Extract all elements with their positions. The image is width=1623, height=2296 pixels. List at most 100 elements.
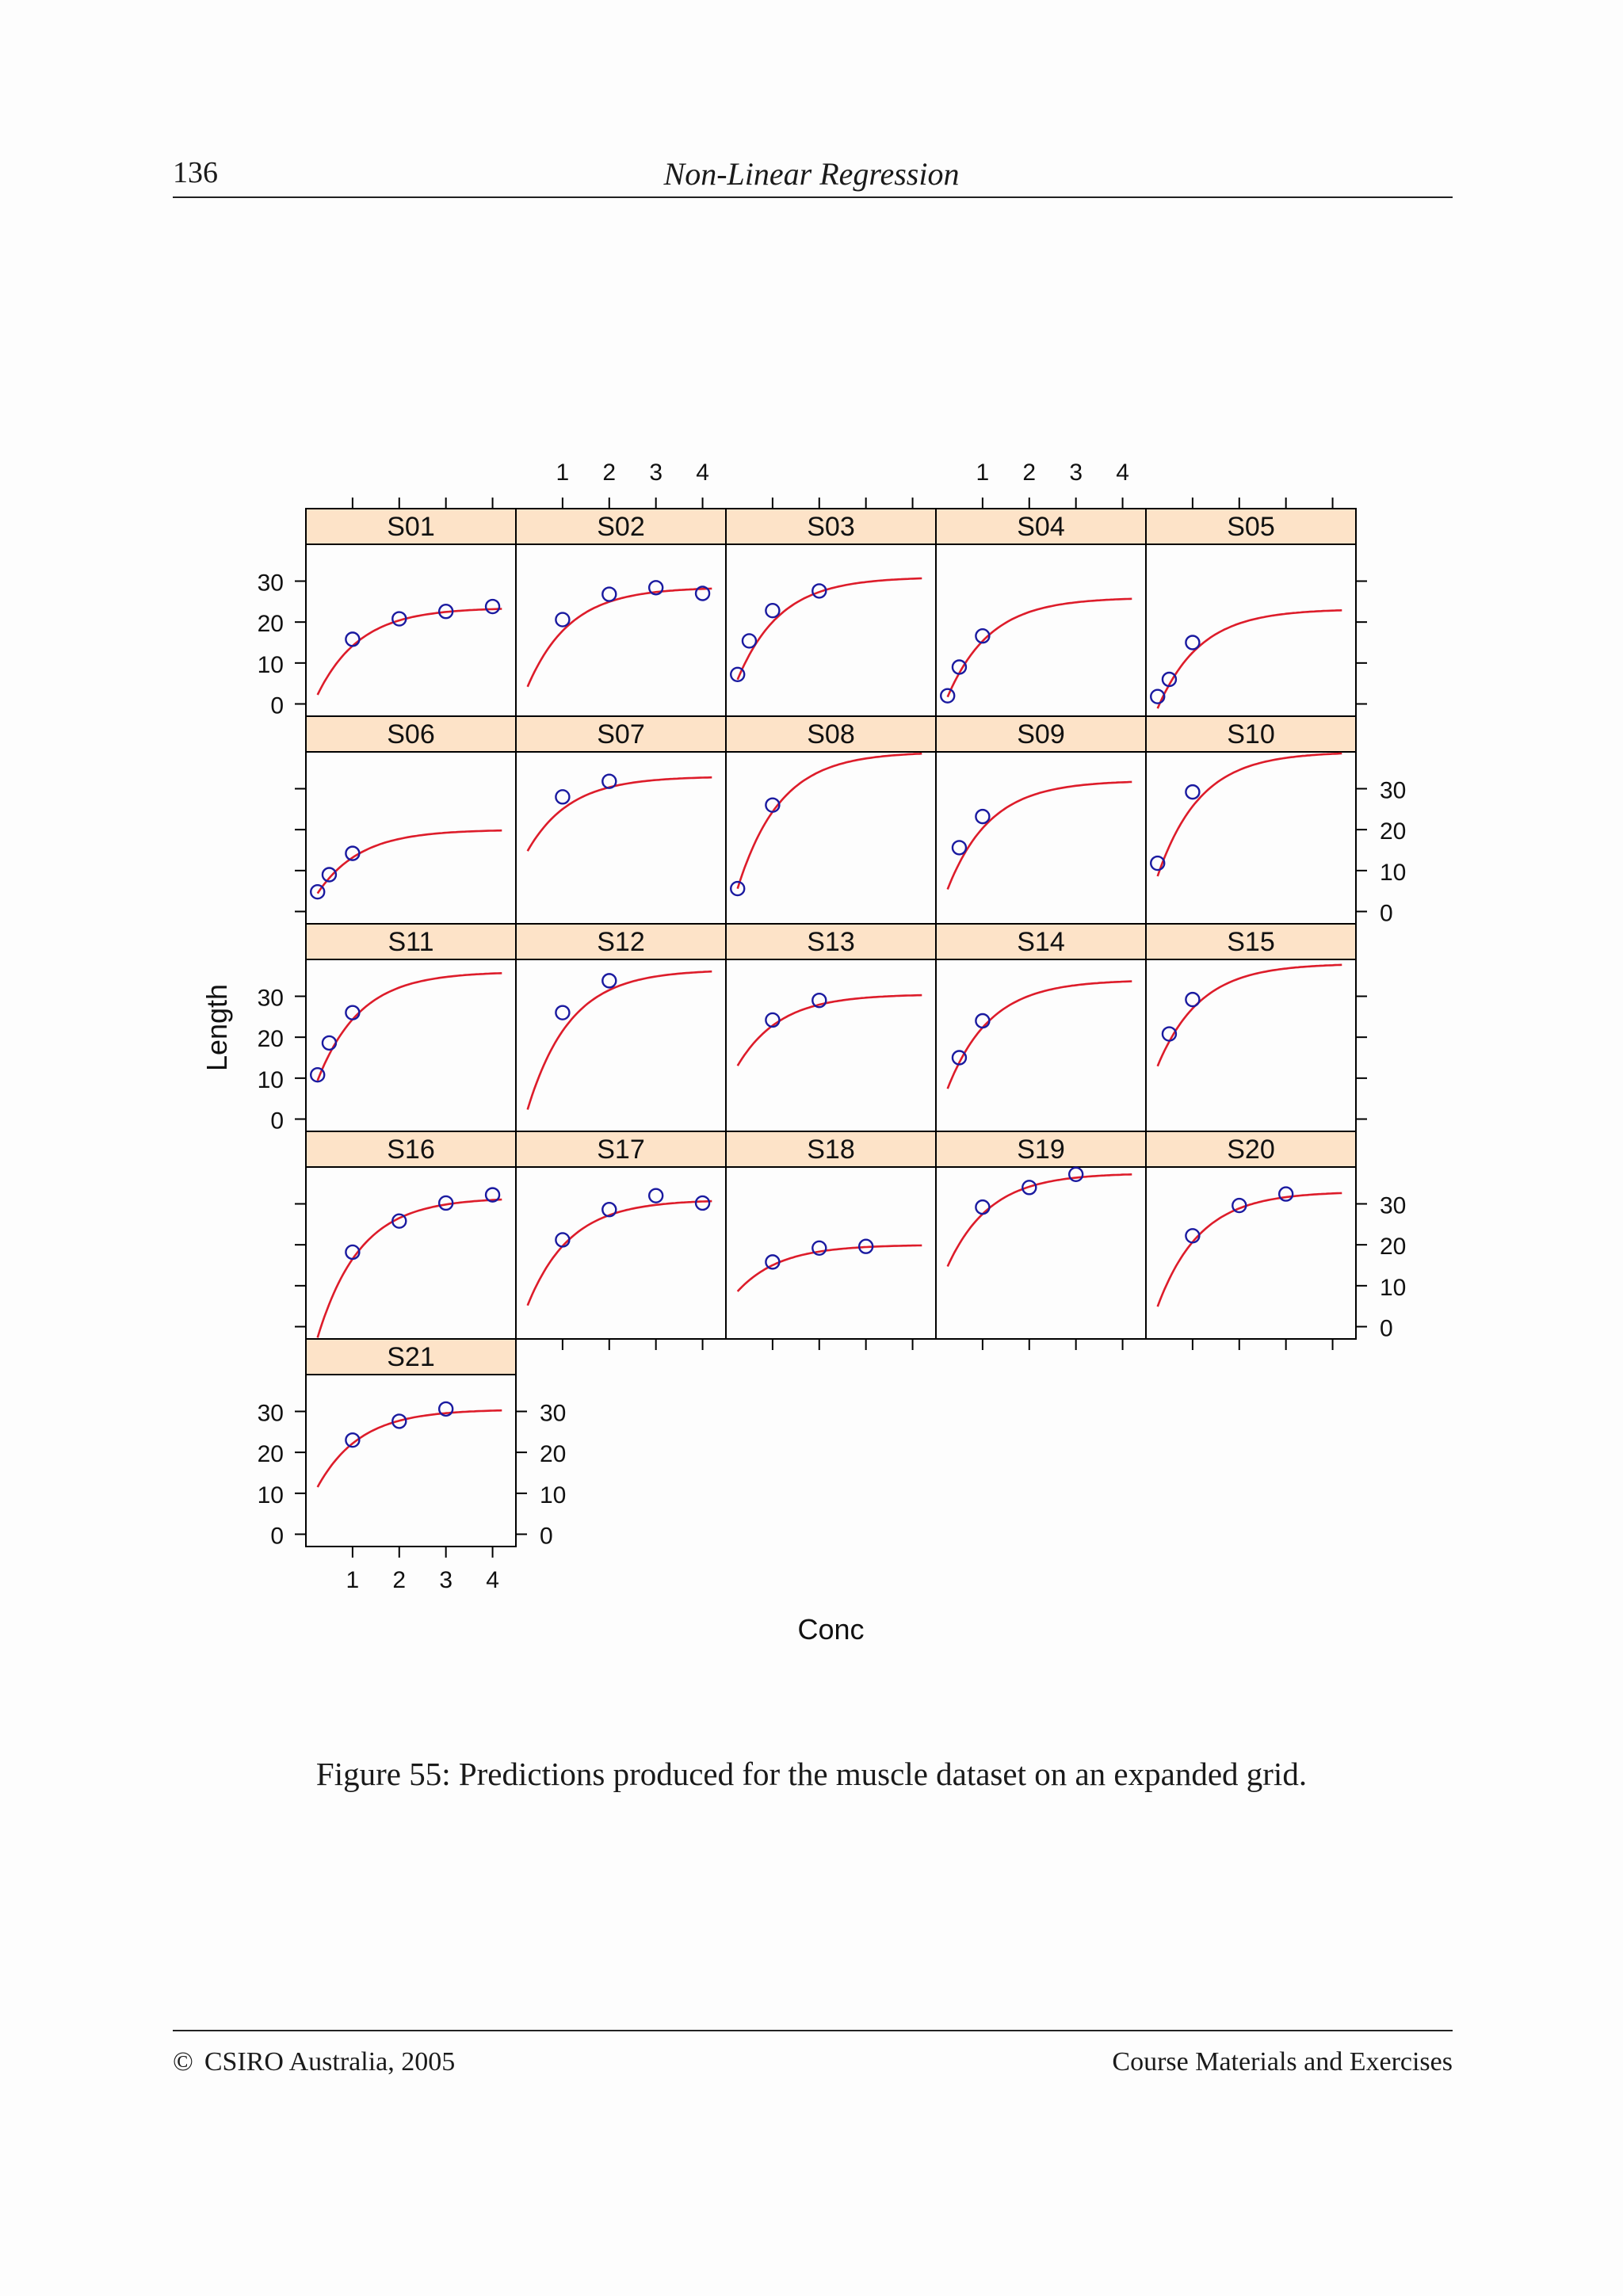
panel-s17: S17	[515, 1131, 727, 1340]
data-point	[741, 633, 758, 649]
figure-caption: Figure 55: Predictions produced for the …	[315, 1756, 1308, 1792]
fitted-curve	[316, 1198, 502, 1338]
data-point	[555, 1232, 571, 1248]
data-point	[1161, 671, 1178, 688]
data-point	[765, 603, 781, 619]
panel-box	[725, 959, 937, 1132]
panel-box	[935, 1166, 1147, 1340]
strip-label: S07	[597, 719, 645, 749]
strip-label: S03	[807, 512, 855, 542]
copyright-symbol: ©	[173, 2047, 193, 2077]
strip-label: S04	[1017, 512, 1065, 542]
panel-box	[305, 751, 517, 925]
data-point	[391, 1413, 407, 1429]
strip-s01	[305, 508, 517, 545]
fitted-curve	[946, 1173, 1132, 1268]
fitted-curve	[526, 970, 712, 1110]
fitted-curve	[526, 1199, 712, 1306]
strip-label: S16	[387, 1135, 435, 1165]
strip-s20	[1145, 1131, 1357, 1168]
fitted-curve	[946, 597, 1132, 698]
panel-box	[935, 543, 1147, 717]
y-tick-label: 20	[540, 1441, 566, 1467]
fitted-curve	[946, 780, 1132, 890]
strip-s07	[515, 715, 727, 753]
data-point	[857, 1238, 874, 1254]
panel-box	[935, 959, 1147, 1132]
y-axis-title: Length	[200, 984, 233, 1071]
data-point	[484, 598, 501, 615]
strip-label: S20	[1227, 1135, 1275, 1165]
data-point	[345, 1432, 361, 1448]
data-point	[812, 992, 827, 1009]
data-point	[555, 612, 571, 627]
data-point	[951, 840, 968, 856]
footer-rule	[173, 2030, 1453, 2031]
data-point	[1161, 1026, 1178, 1042]
data-point	[345, 1005, 361, 1020]
y-tick-label: 10	[258, 1482, 284, 1508]
panel-box	[515, 1166, 727, 1340]
x-tick-label: 4	[696, 460, 709, 486]
x-tick-label: 3	[649, 460, 663, 486]
panel-s09: S09	[935, 715, 1147, 925]
fitted-curve	[1156, 1192, 1342, 1307]
panel-s04: S04	[935, 508, 1147, 717]
y-tick-label: 10	[258, 1067, 284, 1093]
y-tick-label: 20	[258, 1441, 284, 1467]
x-tick-label: 4	[1116, 460, 1129, 486]
data-point	[484, 1187, 501, 1203]
strip-label: S18	[807, 1135, 855, 1165]
data-point	[1150, 688, 1166, 704]
data-point	[1185, 635, 1201, 650]
strip-label: S02	[597, 512, 645, 542]
panel-s03: S03	[725, 508, 937, 717]
data-point	[345, 631, 361, 647]
panel-box	[935, 751, 1147, 925]
data-point	[345, 1244, 361, 1261]
y-tick-label: 0	[270, 1524, 284, 1550]
panel-s02: S02	[515, 508, 727, 717]
data-point	[437, 604, 454, 620]
strip-label: S01	[387, 512, 435, 542]
y-tick-label: 20	[258, 1026, 284, 1052]
data-point	[1277, 1186, 1294, 1202]
fitted-curve	[736, 577, 922, 681]
data-point	[1185, 991, 1201, 1008]
strip-label: S12	[597, 927, 645, 957]
fitted-curve	[316, 972, 502, 1081]
panel-s07: S07	[515, 715, 727, 925]
strip-label: S10	[1227, 719, 1275, 749]
data-point	[1232, 1197, 1247, 1214]
strip-label: S15	[1227, 927, 1275, 957]
strip-s14	[935, 923, 1147, 960]
panel-s08: S08	[725, 715, 937, 925]
strip-label: S08	[807, 719, 855, 749]
x-tick-label: 2	[1022, 460, 1036, 486]
fitted-curve	[736, 994, 922, 1066]
x-tick-label: 1	[556, 460, 570, 486]
footer-course-materials: Course Materials and Exercises	[1112, 2047, 1453, 2077]
data-point	[975, 1199, 991, 1215]
panel-box	[1145, 1166, 1357, 1340]
x-tick-label: 4	[486, 1567, 499, 1593]
y-tick-label: 30	[258, 1401, 284, 1427]
fitted-curve	[316, 829, 502, 894]
y-tick-label: 20	[1380, 1234, 1406, 1260]
data-point	[694, 585, 711, 601]
panel-s18: S18	[725, 1131, 937, 1340]
data-point	[1067, 1166, 1084, 1183]
panel-s10: S10	[1145, 715, 1357, 925]
panel-box	[305, 959, 517, 1132]
data-point	[951, 1050, 968, 1066]
data-point	[391, 1213, 407, 1229]
fitted-curve	[736, 1244, 922, 1292]
data-point	[975, 628, 991, 644]
fitted-curve	[1156, 963, 1342, 1067]
data-point	[345, 845, 361, 861]
data-point	[437, 1195, 454, 1211]
data-point	[730, 666, 746, 682]
y-tick-label: 30	[258, 986, 284, 1012]
data-point	[321, 1035, 338, 1051]
fitted-curve	[526, 587, 712, 688]
